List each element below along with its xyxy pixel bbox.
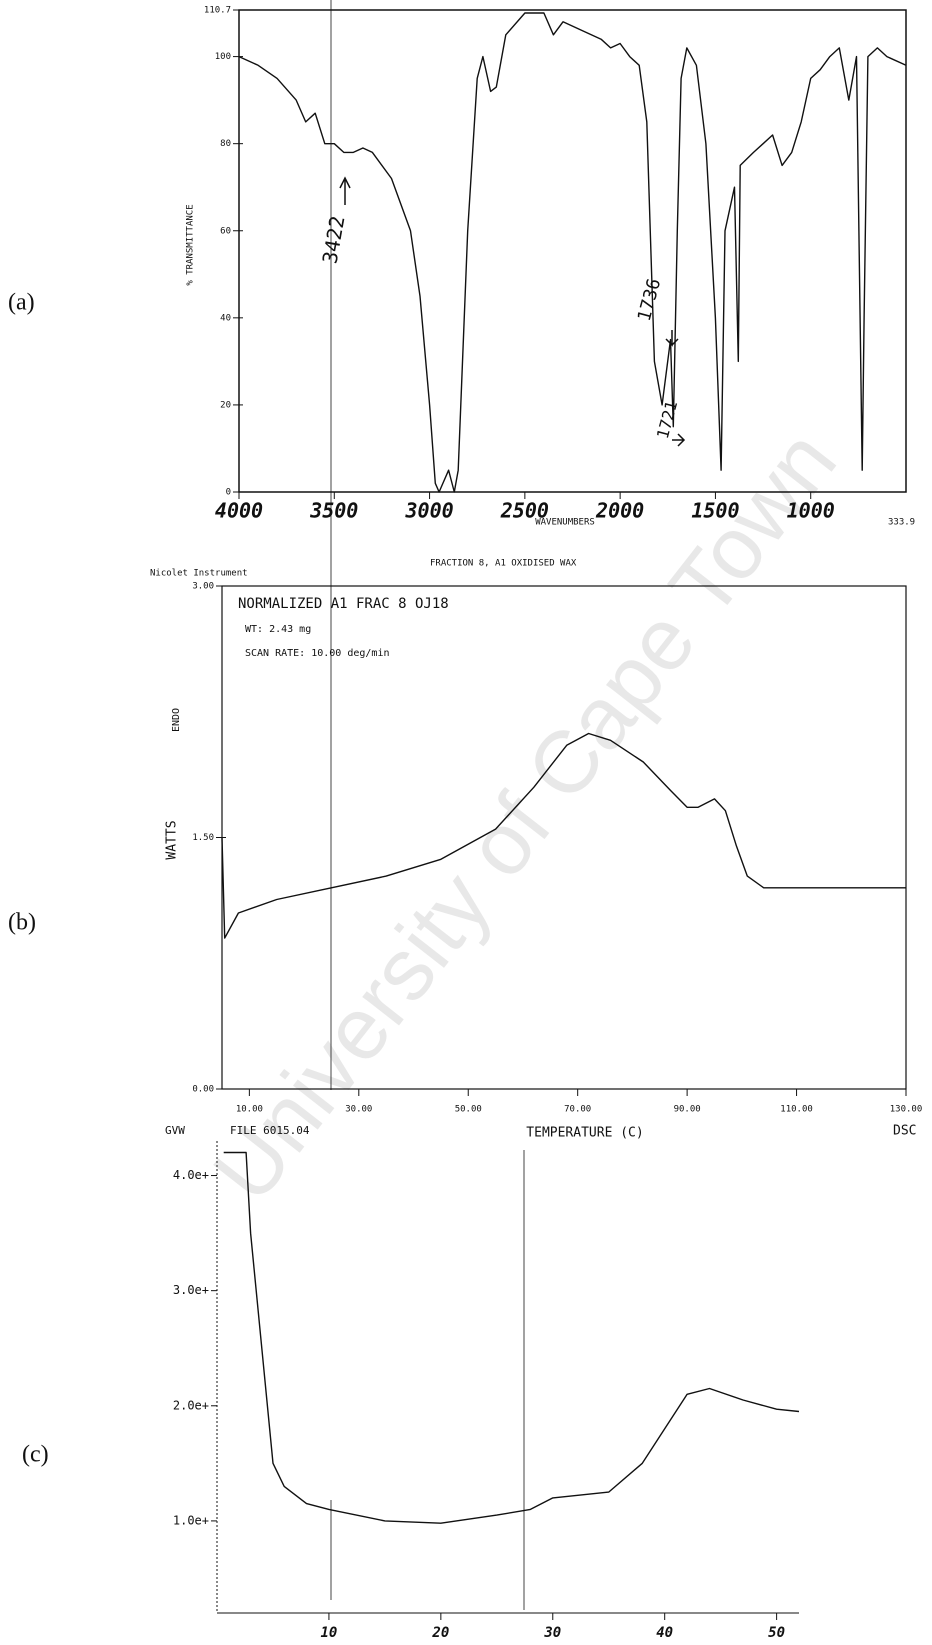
annotation: FILE 6015.04 xyxy=(230,1124,310,1137)
panel-label: (a) xyxy=(8,290,35,316)
x-tick-label: 3500 xyxy=(309,499,358,523)
annotation: ENDO xyxy=(171,708,182,732)
y-tick-label: 3.0e+ xyxy=(173,1283,209,1297)
x-axis-label: WAVENUMBERS xyxy=(535,518,595,528)
y-tick-label: 110.7 xyxy=(204,6,231,16)
y-tick-label: 20 xyxy=(220,400,231,410)
x-tick-label: 1500 xyxy=(691,499,739,523)
x-tick-label: 90.00 xyxy=(674,1105,701,1115)
y-axis-label: WATTS xyxy=(165,820,180,859)
x-tick-label: 20 xyxy=(431,1625,449,1641)
y-tick-label: 0.00 xyxy=(192,1085,214,1095)
x-tick-label: 10 xyxy=(320,1625,337,1641)
x-tick-label: 30.00 xyxy=(345,1105,372,1115)
annotation: DSC xyxy=(893,1124,916,1139)
x-axis-label: TEMPERATURE (C) xyxy=(526,1126,643,1141)
y-axis-label: % TRANSMITTANCE xyxy=(186,204,196,285)
y-tick-label: 0 xyxy=(226,488,231,498)
header: Nicolet Instrument xyxy=(150,569,248,579)
annotation: 1736 xyxy=(634,276,666,323)
x-tick-label: 10.00 xyxy=(236,1105,263,1115)
data-line xyxy=(223,1151,800,1524)
annotation: WT: 2.43 mg xyxy=(245,624,311,635)
arrow xyxy=(665,330,679,347)
x-tick-label: 110.00 xyxy=(780,1105,813,1115)
x-tick-label: 130.00 xyxy=(890,1105,923,1115)
watermark: University of Cape Town xyxy=(194,412,855,1219)
x-tick-label: 30 xyxy=(543,1625,561,1641)
arrow xyxy=(339,176,351,205)
arrow xyxy=(672,433,686,447)
annotation: GVW xyxy=(165,1124,185,1137)
x-tick-label: 50 xyxy=(768,1625,785,1641)
annotation: SCAN RATE: 10.00 deg/min xyxy=(245,648,390,659)
annotation: 333.9 xyxy=(888,518,915,528)
x-tick-label: 70.00 xyxy=(564,1105,591,1115)
y-tick-label: 3.00 xyxy=(192,582,214,592)
plot-frame xyxy=(238,9,907,493)
y-tick-label: 80 xyxy=(220,139,231,149)
x-tick-label: 2500 xyxy=(500,499,549,523)
panel-label: (c) xyxy=(22,1442,49,1468)
y-tick-label: 40 xyxy=(220,313,231,323)
y-tick-label: 60 xyxy=(220,226,231,236)
x-tick-label: 2000 xyxy=(595,499,644,523)
data-line xyxy=(221,732,906,939)
x-tick-label: 1000 xyxy=(787,499,835,523)
annotation: 1721 xyxy=(653,399,681,441)
x-tick-label: 40 xyxy=(656,1625,673,1641)
panel-label: (b) xyxy=(8,910,36,936)
x-tick-label: 3000 xyxy=(404,499,453,523)
y-tick-label: 100 xyxy=(215,52,231,62)
data-line xyxy=(238,12,907,493)
x-tick-label: 50.00 xyxy=(455,1105,482,1115)
y-tick-label: 4.0e+ xyxy=(173,1168,209,1182)
y-tick-label: 1.50 xyxy=(192,833,214,843)
y-tick-label: 2.0e+ xyxy=(173,1398,209,1412)
y-tick-label: 1.0e+ xyxy=(173,1513,209,1527)
annotation: NORMALIZED A1 FRAC 8 OJ18 xyxy=(238,596,449,612)
x-tick-label: 4000 xyxy=(215,499,263,523)
chart-title: FRACTION 8, A1 OXIDISED WAX xyxy=(430,559,577,569)
annotation: 3422 xyxy=(318,214,350,266)
